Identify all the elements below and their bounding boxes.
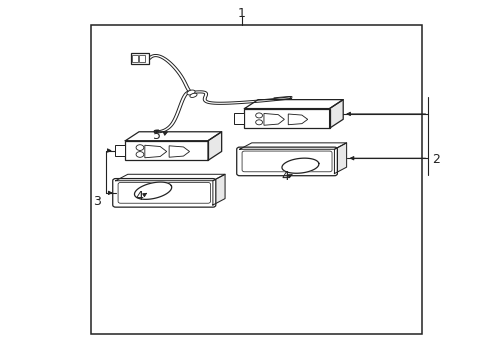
Ellipse shape xyxy=(189,93,197,98)
Text: 3: 3 xyxy=(93,195,101,208)
FancyBboxPatch shape xyxy=(242,151,331,172)
Bar xyxy=(91,24,421,334)
Polygon shape xyxy=(282,158,318,173)
Polygon shape xyxy=(264,113,284,125)
Polygon shape xyxy=(144,145,166,158)
Text: 4: 4 xyxy=(135,190,142,203)
Polygon shape xyxy=(239,143,346,149)
Polygon shape xyxy=(169,146,189,157)
Circle shape xyxy=(255,113,262,118)
Circle shape xyxy=(136,152,143,157)
Polygon shape xyxy=(207,132,221,160)
Bar xyxy=(115,145,125,156)
FancyBboxPatch shape xyxy=(113,179,215,207)
Ellipse shape xyxy=(186,90,195,95)
Polygon shape xyxy=(116,174,224,181)
Polygon shape xyxy=(329,100,343,128)
Bar xyxy=(132,55,138,62)
Polygon shape xyxy=(212,174,224,205)
Polygon shape xyxy=(125,132,221,141)
Bar xyxy=(130,53,149,64)
Bar xyxy=(139,55,145,62)
Circle shape xyxy=(255,120,262,125)
Text: 2: 2 xyxy=(432,153,440,166)
Text: 5: 5 xyxy=(153,129,161,142)
Polygon shape xyxy=(287,114,307,125)
Circle shape xyxy=(136,145,143,150)
Text: 4: 4 xyxy=(280,170,288,183)
Bar xyxy=(233,113,244,124)
Polygon shape xyxy=(334,143,346,174)
FancyBboxPatch shape xyxy=(236,147,337,176)
Bar xyxy=(125,141,207,160)
Polygon shape xyxy=(244,100,343,109)
Text: 1: 1 xyxy=(238,7,245,20)
Polygon shape xyxy=(134,182,171,199)
FancyBboxPatch shape xyxy=(118,183,210,203)
Bar xyxy=(244,109,329,128)
